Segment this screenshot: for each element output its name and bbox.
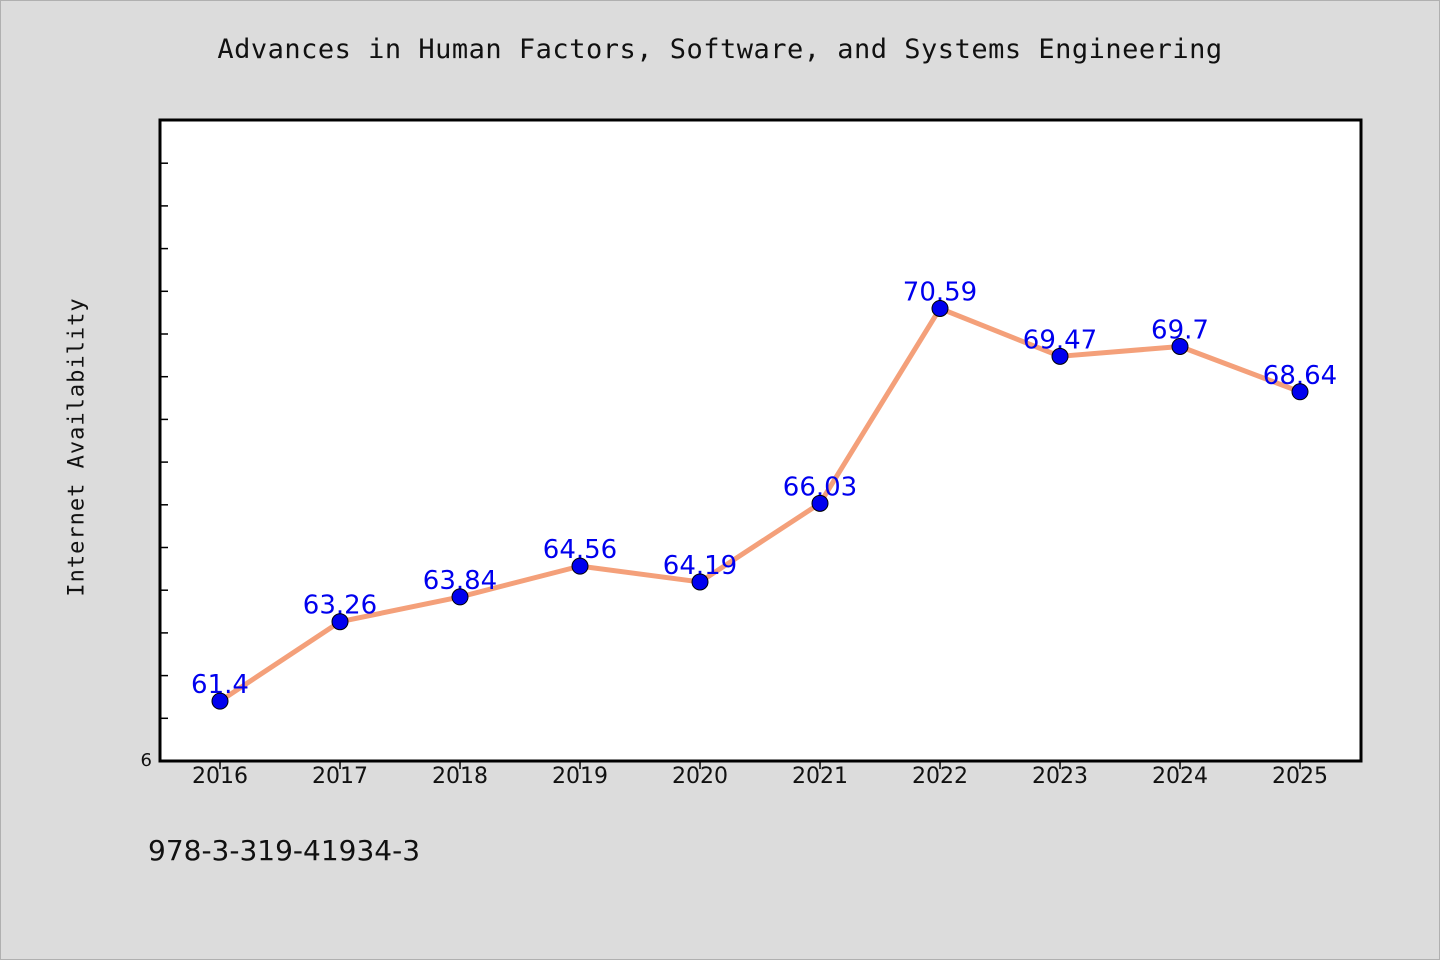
plot-area: [158, 118, 1363, 763]
chart-title: Advances in Human Factors, Software, and…: [217, 34, 1223, 65]
data-point: [1291, 383, 1309, 401]
y-tick-label: 6: [141, 750, 152, 771]
isbn-caption: 978-3-319-41934-3: [148, 834, 421, 867]
x-tick-label: 2019: [552, 764, 608, 789]
x-tick-label: 2016: [192, 764, 248, 789]
x-tick-label: 2017: [312, 764, 368, 789]
x-tick-label: 2025: [1272, 764, 1328, 789]
x-tick-label: 2022: [912, 764, 968, 789]
x-tick-label: 2024: [1152, 764, 1208, 789]
x-tick-label: 2021: [792, 764, 848, 789]
data-point: [931, 299, 949, 317]
data-point: [451, 588, 469, 606]
x-tick-label: 2023: [1032, 764, 1088, 789]
data-point: [1051, 347, 1069, 365]
data-point: [571, 557, 589, 575]
data-point: [811, 494, 829, 512]
data-point: [211, 692, 229, 710]
x-tick-label: 2018: [432, 764, 488, 789]
x-tick-label: 2020: [672, 764, 728, 789]
series-line: [217, 305, 1303, 704]
data-point: [331, 613, 349, 631]
data-point: [1171, 337, 1189, 355]
data-point: [691, 573, 709, 591]
